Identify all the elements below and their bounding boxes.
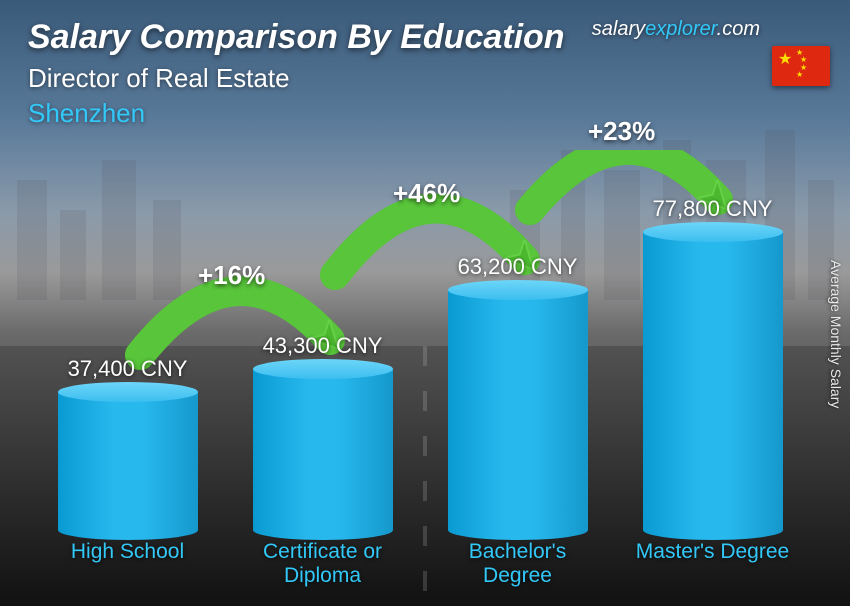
category-row: High School Certificate or Diploma Bache… (30, 540, 810, 588)
pct-increase-3: +23% (588, 116, 655, 147)
location: Shenzhen (28, 98, 565, 129)
bar-value: 63,200 CNY (458, 254, 578, 280)
brand-logo: salaryexplorer.com (592, 18, 760, 41)
job-title: Director of Real Estate (28, 63, 565, 94)
bar-value: 77,800 CNY (653, 196, 773, 222)
category-label: Master's Degree (633, 540, 793, 564)
flag-star-icon: ★ (796, 71, 803, 79)
bar-high-school: 37,400 CNY (48, 356, 208, 540)
bars-container: 37,400 CNY 43,300 CNY 63,200 CNY 77,800 … (30, 150, 810, 540)
category-label: Bachelor's Degree (438, 540, 598, 588)
brand-word2: explorer (645, 18, 717, 40)
bar-value: 37,400 CNY (68, 356, 188, 382)
page-title: Salary Comparison By Education (28, 18, 565, 57)
brand-tld: .com (717, 18, 760, 40)
salary-chart: +16% +46% +23% 37,400 CNY 43,300 CNY 63,… (30, 150, 810, 588)
bar-shape (58, 392, 198, 540)
flag-star-icon: ★ (778, 52, 792, 68)
country-flag: ★ ★ ★ ★ ★ (772, 46, 830, 86)
bar-shape (253, 369, 393, 540)
bar-bachelor: 63,200 CNY (438, 254, 598, 540)
bar-master: 77,800 CNY (633, 196, 793, 540)
category-label: Certificate or Diploma (243, 540, 403, 588)
y-axis-label: Average Monthly Salary (828, 260, 844, 408)
bar-shape (448, 290, 588, 540)
bar-shape (643, 232, 783, 540)
bar-certificate: 43,300 CNY (243, 333, 403, 540)
category-label: High School (48, 540, 208, 564)
header: Salary Comparison By Education Director … (28, 18, 565, 129)
brand-word1: salary (592, 18, 645, 40)
bar-value: 43,300 CNY (263, 333, 383, 359)
